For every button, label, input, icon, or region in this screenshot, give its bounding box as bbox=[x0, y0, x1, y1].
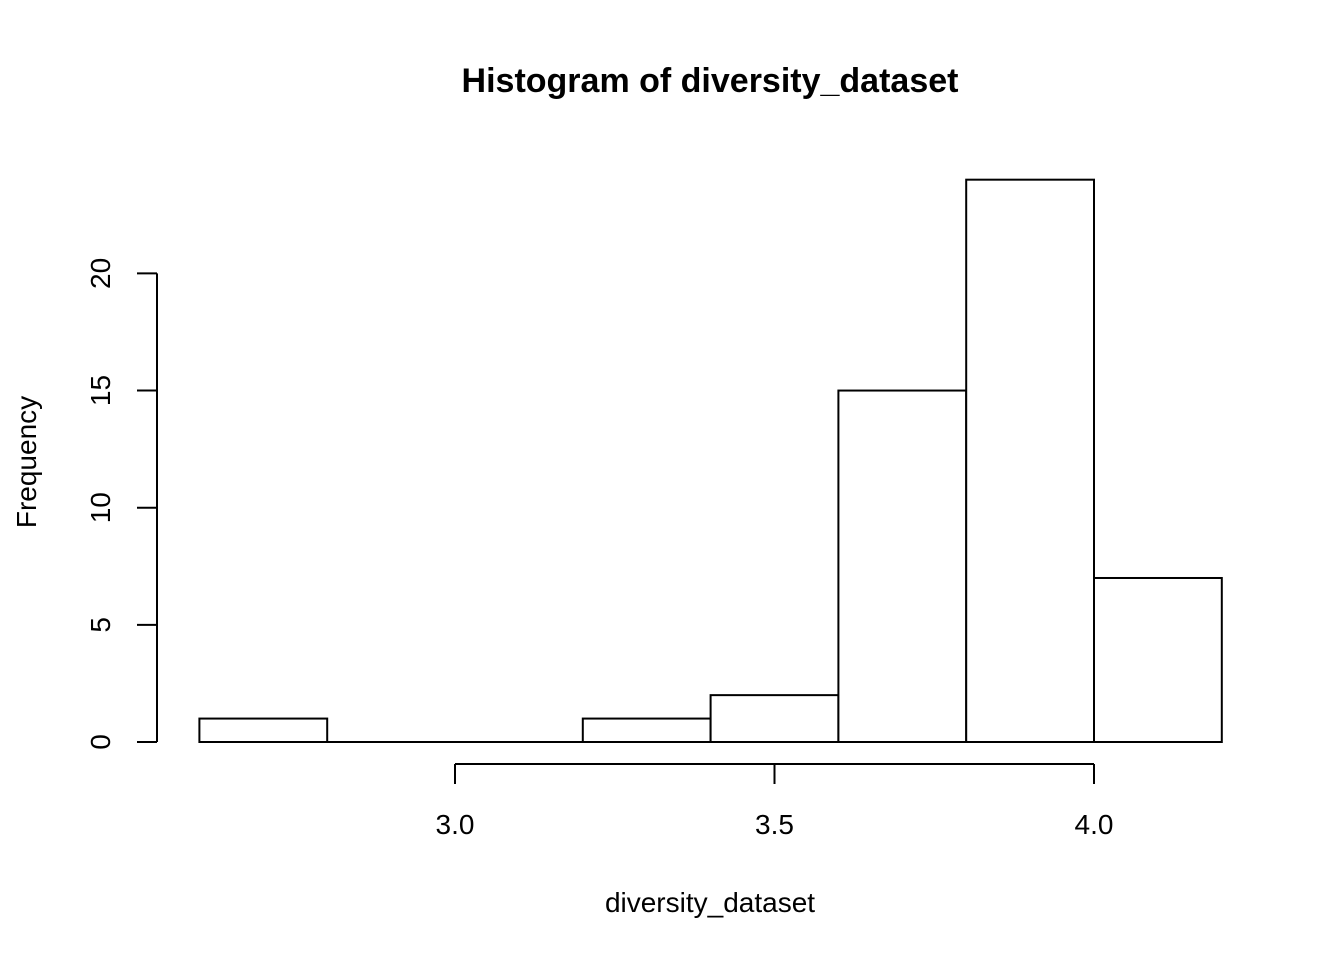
y-tick-label: 20 bbox=[85, 258, 116, 289]
histogram-bar bbox=[198, 717, 329, 744]
histogram-bar bbox=[837, 389, 968, 743]
x-tick-label: 3.5 bbox=[755, 809, 794, 840]
histogram-bars bbox=[198, 178, 1223, 744]
histogram-bar bbox=[709, 694, 840, 744]
y-axis-label: Frequency bbox=[11, 396, 42, 528]
x-axis-label: diversity_dataset bbox=[605, 887, 815, 918]
y-tick-label: 5 bbox=[85, 617, 116, 633]
y-tick-label: 10 bbox=[85, 492, 116, 523]
y-tick-label: 0 bbox=[85, 734, 116, 750]
histogram-bar bbox=[1093, 576, 1223, 743]
chart-title: Histogram of diversity_dataset bbox=[462, 62, 959, 100]
x-tick-label: 3.0 bbox=[436, 809, 475, 840]
histogram-bar bbox=[965, 178, 1096, 743]
y-axis: 0 5 10 15 20 bbox=[85, 258, 158, 750]
x-axis: 3.0 3.5 4.0 bbox=[436, 763, 1114, 840]
y-tick-label: 15 bbox=[85, 375, 116, 406]
histogram-bar bbox=[581, 717, 712, 744]
x-tick-label: 4.0 bbox=[1075, 809, 1114, 840]
